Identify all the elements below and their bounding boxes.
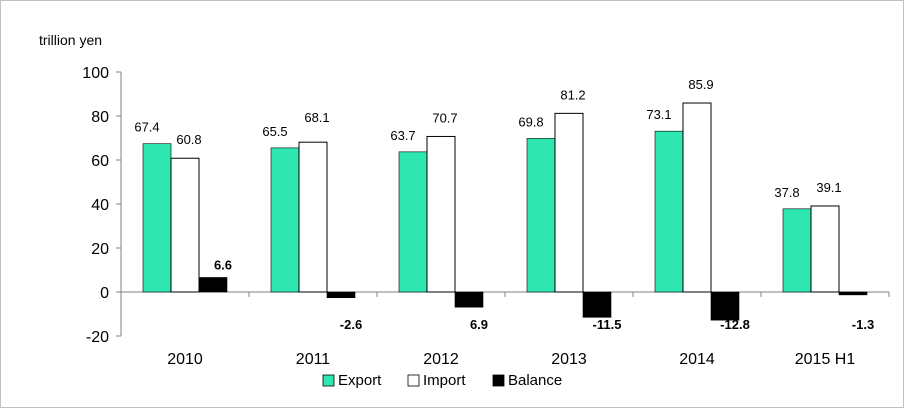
y-tick-label: 60 — [91, 153, 109, 170]
bar-export — [142, 143, 172, 293]
y-tick-label: 100 — [82, 65, 109, 82]
data-label-import: 85.9 — [688, 77, 713, 92]
data-label-export: 69.8 — [518, 114, 543, 129]
data-label-balance: -1.3 — [852, 317, 874, 332]
bar-export — [654, 130, 684, 293]
bar-import — [426, 135, 456, 293]
data-label-import: 39.1 — [816, 180, 841, 195]
legend-label-balance: Balance — [508, 372, 562, 389]
unit-label: trillion yen — [39, 32, 102, 48]
axes: -20 0 20 40 60 80 100 2010 2011 2012 2013 2014 2015 … — [82, 65, 890, 368]
bar-balance — [710, 291, 740, 321]
data-label-balance: -11.5 — [593, 317, 622, 332]
bar-balance — [454, 291, 484, 308]
bar-import — [170, 157, 200, 293]
data-label-balance: 6.6 — [214, 257, 232, 272]
bar-export — [270, 147, 300, 293]
data-label-export: 37.8 — [774, 185, 799, 200]
y-tick-label: 20 — [91, 241, 109, 258]
x-tick-label: 2013 — [551, 351, 587, 368]
data-labels: 67.4 65.5 63.7 69.8 73.1 37.8 60.8 68.1 70.7 81.2… — [134, 77, 874, 332]
legend-swatch-import — [407, 374, 420, 387]
data-label-export: 63.7 — [390, 128, 415, 143]
data-label-balance: -2.6 — [340, 317, 362, 332]
legend: Export Import Balance — [322, 372, 562, 389]
bar-export — [782, 208, 812, 293]
legend-swatch-balance — [492, 374, 505, 387]
bar-balance — [198, 277, 228, 293]
data-label-balance: 6.9 — [470, 317, 488, 332]
legend-label-import: Import — [423, 372, 466, 389]
x-tick-label: 2012 — [423, 351, 459, 368]
bar-balance — [838, 291, 868, 296]
data-label-export: 67.4 — [134, 120, 159, 135]
bar-balance — [582, 291, 612, 318]
y-tick-label: -20 — [86, 329, 109, 346]
x-tick-label: 2015 H1 — [795, 351, 856, 368]
bars — [142, 102, 868, 321]
bar-import — [810, 205, 840, 293]
bar-export — [526, 138, 556, 293]
x-tick-label: 2014 — [679, 351, 715, 368]
data-label-export: 65.5 — [262, 124, 287, 139]
bar-import — [554, 112, 584, 293]
bar-import — [682, 102, 712, 293]
data-label-export: 73.1 — [646, 107, 671, 122]
y-tick-label: 40 — [91, 197, 109, 214]
y-tick-label: 0 — [100, 285, 109, 302]
data-label-import: 68.1 — [304, 110, 329, 125]
bar-import — [298, 141, 328, 293]
legend-label-export: Export — [338, 372, 382, 389]
legend-swatch-export — [322, 374, 335, 387]
x-tick-label: 2010 — [167, 351, 203, 368]
data-label-import: 81.2 — [560, 87, 585, 102]
y-tick-label: 80 — [91, 109, 109, 126]
x-tick-label: 2011 — [296, 351, 331, 368]
data-label-import: 70.7 — [432, 110, 457, 125]
data-label-balance: -12.8 — [720, 317, 750, 332]
bar-export — [398, 151, 428, 293]
bar-balance — [326, 291, 356, 299]
data-label-import: 60.8 — [176, 132, 201, 147]
